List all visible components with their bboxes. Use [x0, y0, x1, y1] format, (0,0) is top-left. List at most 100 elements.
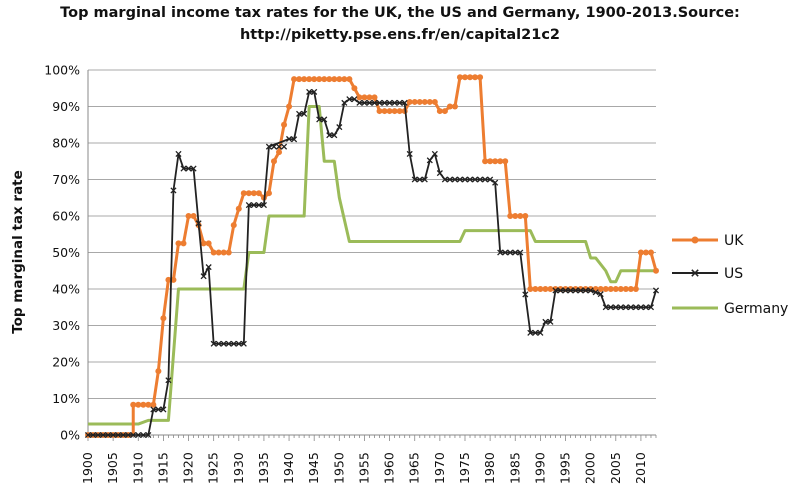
series-point-uk-1964 — [406, 98, 413, 105]
series-point-us-1987 — [522, 291, 529, 298]
legend-label-us: US — [724, 266, 743, 282]
series-point-uk-1939 — [281, 121, 288, 128]
series-point-us-1986 — [517, 249, 524, 256]
series-point-uk-2002 — [597, 286, 604, 292]
series-point-uk-1951 — [341, 76, 348, 83]
series-point-us-1918 — [175, 150, 182, 158]
series-point-uk-1920 — [185, 213, 192, 219]
series-point-us-1925 — [210, 340, 217, 347]
series-point-uk-1957 — [371, 94, 378, 101]
x-tick-label-1980: 1980 — [482, 452, 497, 484]
series-point-us-1983 — [502, 249, 509, 256]
series-point-uk-1976 — [467, 74, 474, 81]
series-point-us-1961 — [391, 99, 398, 106]
series-point-uk-1954 — [356, 94, 363, 101]
series-point-uk-1927 — [220, 249, 227, 256]
series-point-us-1995 — [562, 287, 569, 294]
series-point-uk-1985 — [512, 213, 519, 219]
x-tick-label-1950: 1950 — [331, 452, 346, 484]
series-point-uk-1925 — [210, 249, 217, 256]
series-point-us-1942 — [296, 110, 303, 117]
series-point-uk-1972 — [446, 103, 453, 110]
series-point-us-1963 — [401, 99, 408, 106]
series-point-us-1998 — [577, 287, 584, 294]
chart-title-line-1: Top marginal income tax rates for the UK… — [60, 5, 740, 21]
series-point-uk-1973 — [451, 103, 458, 110]
series-point-us-2004 — [607, 304, 614, 311]
series-point-uk-2008 — [627, 286, 634, 292]
series-point-us-2008 — [627, 304, 634, 311]
series-point-uk-1919 — [180, 240, 187, 247]
series-point-us-1982 — [497, 249, 504, 256]
series-point-us-1915 — [160, 406, 167, 413]
series-point-us-1944 — [306, 88, 313, 95]
series-point-us-1957 — [371, 99, 378, 106]
series-point-uk-1960 — [386, 108, 393, 115]
series-point-us-1989 — [532, 329, 539, 336]
series-point-us-1916 — [165, 377, 172, 384]
series-point-uk-2013 — [653, 267, 659, 274]
series-point-uk-1910 — [135, 401, 142, 408]
series-point-us-1923 — [200, 273, 207, 280]
series-point-us-1978 — [477, 176, 484, 183]
series-point-us-2011 — [642, 304, 650, 311]
series-point-us-1900 — [84, 431, 92, 439]
series-point-us-1951 — [341, 99, 348, 106]
series-point-us-2005 — [612, 304, 619, 311]
x-tick-label-2000: 2000 — [583, 452, 598, 484]
series-point-us-1948 — [326, 132, 333, 139]
x-tick-label-1990: 1990 — [532, 452, 547, 484]
series-point-us-1929 — [230, 340, 237, 347]
series-point-us-1974 — [456, 176, 464, 183]
axes — [87, 70, 657, 441]
series-point-uk-1974 — [456, 74, 463, 81]
series-point-uk-1975 — [461, 74, 468, 81]
series-point-us-1921 — [190, 165, 197, 172]
series-point-us-1952 — [346, 96, 353, 103]
series-point-us-1999 — [582, 287, 589, 294]
y-axis-label: Top marginal tax rate — [10, 170, 26, 334]
series-point-us-1945 — [311, 88, 318, 95]
series-point-uk-1943 — [301, 76, 308, 83]
series-point-uk-1909 — [130, 401, 137, 408]
y-tick-label-0: 0% — [60, 428, 80, 443]
legend-label-germany: Germany — [724, 301, 788, 317]
series-point-uk-1929 — [230, 222, 237, 229]
series-point-uk-1941 — [291, 76, 298, 83]
series-point-uk-1911 — [140, 401, 147, 408]
series-point-us-1920 — [185, 165, 192, 172]
series-point-us-1973 — [451, 176, 458, 183]
series-point-us-1988 — [527, 329, 534, 336]
x-tick-labels: 1900 1905 1910 1915 1920 1925 1930 1935 1940 1945… — [80, 452, 648, 484]
x-tick-label-1900: 1900 — [80, 452, 95, 484]
x-tick-label-1920: 1920 — [181, 452, 196, 484]
series-point-uk-1983 — [502, 158, 509, 165]
series-point-us-1994 — [557, 287, 564, 294]
series-point-us-1935 — [260, 201, 267, 209]
series-point-uk-1916 — [165, 276, 172, 283]
y-tick-label-20: 20% — [52, 355, 80, 370]
series-point-us-1907 — [120, 431, 127, 439]
x-tick-label-1930: 1930 — [231, 452, 246, 484]
series-point-us-1977 — [471, 176, 479, 183]
series-point-uk-1965 — [411, 98, 418, 105]
series-point-us-1964 — [406, 150, 413, 158]
series-point-us-1913 — [150, 406, 157, 413]
series-point-uk-1991 — [542, 286, 549, 292]
series-point-us-1950 — [336, 124, 343, 131]
series-point-uk-1949 — [331, 76, 338, 83]
series-point-us-1990 — [537, 329, 544, 336]
series-point-us-1966 — [416, 176, 423, 183]
series-point-us-1958 — [376, 99, 383, 106]
series-point-us-1901 — [89, 431, 97, 439]
x-tick-label-1910: 1910 — [130, 452, 145, 484]
series-point-uk-1930 — [235, 205, 242, 212]
series-point-us-1972 — [446, 176, 453, 183]
y-tick-label-70: 70% — [52, 172, 80, 187]
series-point-uk-1913 — [150, 401, 157, 408]
series-point-uk-2004 — [607, 286, 614, 292]
series-point-uk-2011 — [642, 249, 649, 256]
x-tick-label-1905: 1905 — [105, 452, 120, 484]
series-point-uk-1928 — [225, 249, 232, 256]
